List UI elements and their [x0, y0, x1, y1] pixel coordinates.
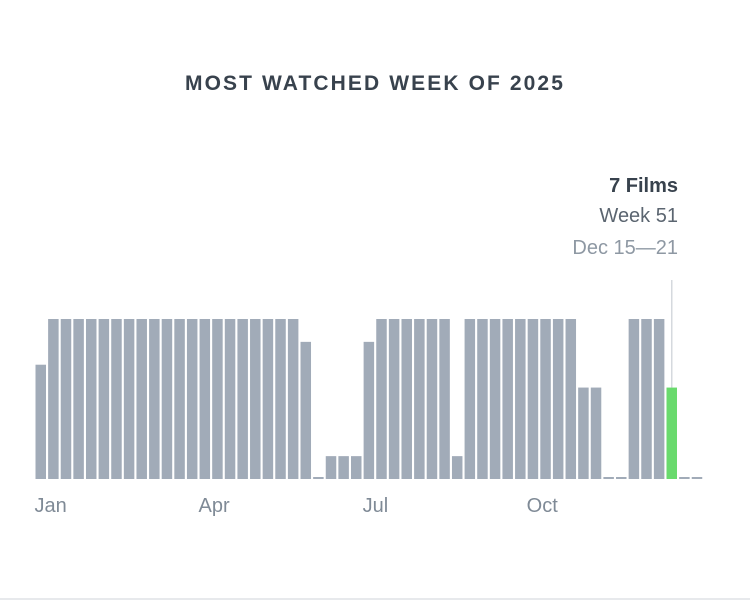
bar-week-15[interactable]	[212, 319, 223, 479]
bar-week-49[interactable]	[641, 319, 652, 479]
bar-week-43[interactable]	[565, 319, 577, 479]
bar-week-24[interactable]	[325, 456, 337, 479]
card-bottom-divider	[0, 598, 750, 600]
bar-week-29[interactable]	[388, 319, 400, 479]
bar-week-19[interactable]	[262, 319, 274, 479]
bar-week-9[interactable]	[136, 319, 147, 479]
bar-week-39[interactable]	[515, 319, 526, 479]
bar-week-25[interactable]	[338, 456, 349, 479]
bar-week-14[interactable]	[199, 319, 211, 479]
tooltip-date-range: Dec 15—21	[572, 237, 678, 259]
bar-week-37[interactable]	[489, 319, 501, 479]
bar-week-27[interactable]	[363, 341, 375, 479]
bar-week-20[interactable]	[275, 319, 286, 479]
bar-week-40[interactable]	[527, 319, 539, 479]
bar-week-4[interactable]	[73, 319, 84, 479]
bar-week-5[interactable]	[85, 319, 97, 479]
bar-week-41[interactable]	[540, 319, 551, 479]
bar-week-36[interactable]	[477, 319, 488, 479]
bar-week-50[interactable]	[653, 319, 665, 479]
bar-week-22[interactable]	[300, 341, 312, 479]
bar-week-23[interactable]	[313, 477, 324, 479]
bar-week-16[interactable]	[224, 319, 236, 479]
chart-title: MOST WATCHED WEEK OF 2025	[185, 72, 565, 95]
bar-week-47[interactable]	[616, 477, 627, 479]
bar-week-28[interactable]	[376, 319, 387, 479]
bar-week-8[interactable]	[123, 319, 135, 479]
bar-week-11[interactable]	[161, 319, 173, 479]
bar-week-38[interactable]	[502, 319, 513, 479]
bar-week-46[interactable]	[603, 477, 614, 479]
bar-week-1[interactable]	[35, 364, 47, 479]
bar-week-21[interactable]	[287, 319, 299, 479]
bar-week-18[interactable]	[250, 319, 261, 479]
bar-week-26[interactable]	[351, 456, 362, 479]
bar-week-32[interactable]	[426, 319, 438, 479]
tooltip-film-count: 7 Films	[609, 175, 678, 197]
bar-week-53[interactable]	[691, 477, 703, 479]
bar-week-10[interactable]	[149, 319, 160, 479]
week-tooltip: 7 Films Week 51 Dec 15—21	[572, 172, 678, 264]
month-labels-layer: Jan Apr Jul Oct	[35, 495, 559, 517]
month-label-jan: Jan	[35, 495, 67, 517]
bar-week-12[interactable]	[174, 319, 185, 479]
bar-week-51[interactable]	[666, 387, 678, 479]
bar-week-17[interactable]	[237, 319, 248, 479]
bar-week-6[interactable]	[98, 319, 110, 479]
bar-week-48[interactable]	[628, 319, 640, 479]
bar-week-3[interactable]	[60, 319, 72, 479]
bar-week-45[interactable]	[590, 387, 602, 479]
bar-week-44[interactable]	[578, 387, 589, 479]
tooltip-week-number: Week 51	[599, 205, 678, 227]
bar-week-31[interactable]	[414, 319, 425, 479]
month-label-jul: Jul	[363, 495, 389, 517]
bar-week-35[interactable]	[464, 319, 476, 479]
bar-week-13[interactable]	[186, 319, 198, 479]
bar-week-42[interactable]	[552, 319, 564, 479]
bar-week-2[interactable]	[48, 319, 59, 479]
bar-week-7[interactable]	[111, 319, 122, 479]
month-label-apr: Apr	[199, 495, 230, 517]
bar-week-52[interactable]	[679, 477, 690, 479]
bar-week-34[interactable]	[451, 456, 463, 479]
bar-week-30[interactable]	[401, 319, 412, 479]
month-label-oct: Oct	[527, 495, 559, 517]
bars-layer	[35, 319, 703, 479]
bar-week-33[interactable]	[439, 319, 450, 479]
